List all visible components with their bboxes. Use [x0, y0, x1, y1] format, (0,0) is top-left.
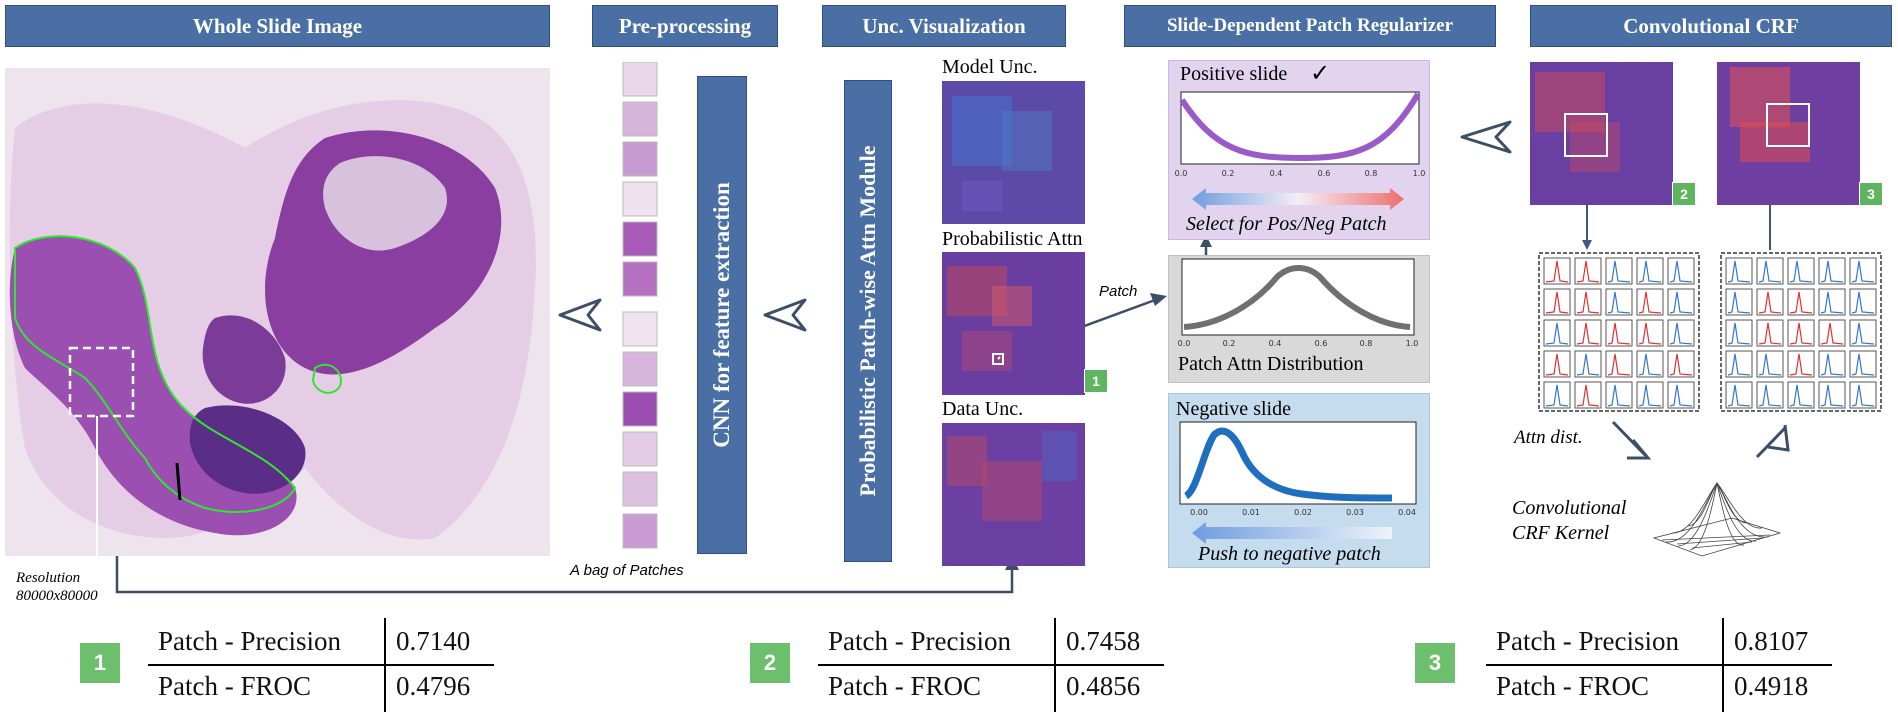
- select-pos-neg-label: Select for Pos/Neg Patch: [1186, 213, 1387, 235]
- table-3-row-1-value: 0.8107: [1734, 626, 1809, 656]
- negative-slide-plot: 0.00 0.01 0.02 0.03 0.04: [1179, 421, 1417, 517]
- patch-attn-dist-label: Patch Attn Distribution: [1178, 353, 1364, 375]
- whole-slide-image: [5, 68, 550, 556]
- table-1-badge: 1: [80, 643, 120, 683]
- model-unc-label: Model Unc.: [942, 56, 1038, 78]
- pos-neg-gradient-arrow: [1192, 188, 1404, 210]
- resolution-value: 80000x80000: [16, 588, 98, 604]
- pos-tick-2: 0.4: [1270, 169, 1283, 178]
- prob-attn-heatmap: [942, 252, 1085, 395]
- negative-xticks: 0.00 0.01 0.02 0.03 0.04: [1190, 508, 1416, 517]
- pos-tick-3: 0.6: [1318, 169, 1331, 178]
- cnn-feature-extraction: CNN for feature extraction: [697, 76, 747, 554]
- data-unc-heatmap: [942, 423, 1085, 566]
- table-1-row-2-value: 0.4796: [396, 671, 471, 701]
- table-2-column-divider: [1054, 618, 1056, 712]
- attn-dist-grid-right: [1720, 252, 1882, 412]
- bag-of-patches-label: A bag of Patches: [570, 562, 684, 579]
- table-2-row-2-value: 0.4856: [1066, 671, 1141, 701]
- neg-tick-1: 0.01: [1242, 508, 1260, 517]
- table-3-badge: 3: [1415, 643, 1455, 683]
- badge-2-crf: 2: [1672, 182, 1696, 206]
- table-3-row-1-metric: Patch - Precision: [1496, 626, 1679, 656]
- patch-xticks: 0.0 0.2 0.4 0.6 0.8 1.0: [1178, 339, 1419, 348]
- positive-xticks: 0.0 0.2 0.4 0.6 0.8 1.0: [1175, 169, 1425, 178]
- neg-tick-3: 0.03: [1346, 508, 1364, 517]
- patch-tick-4: 0.8: [1360, 339, 1373, 348]
- negative-slide-label: Negative slide: [1176, 398, 1291, 420]
- header-regularizer: Slide-Dependent Patch Regularizer: [1124, 5, 1496, 47]
- data-unc-label: Data Unc.: [942, 398, 1024, 420]
- table-1-row-1-metric: Patch - Precision: [158, 626, 341, 656]
- neg-tick-4: 0.04: [1398, 508, 1416, 517]
- header-pre-processing: Pre-processing: [592, 5, 778, 47]
- table-3-row-2-value: 0.4918: [1734, 671, 1809, 701]
- crf-kernel-label-1: Convolutional: [1512, 497, 1627, 519]
- patch-bag: [622, 61, 658, 552]
- results-table-3: Patch - Precision 0.8107 Patch - FROC 0.…: [1486, 616, 1832, 714]
- table-3-column-divider: [1722, 618, 1724, 712]
- crf-heatmap-overlays: [1535, 67, 1810, 172]
- heatmap-overlays: [947, 96, 1077, 521]
- table-1-row-2-metric: Patch - FROC: [158, 671, 312, 701]
- attn-dist-label: Attn dist.: [1514, 427, 1583, 448]
- resolution-label: Resolution: [16, 570, 81, 586]
- push-negative-arrow: [1192, 522, 1392, 544]
- push-negative-label: Push to negative patch: [1198, 543, 1381, 565]
- prob-attn-label: Probabilistic Attn: [942, 228, 1083, 250]
- badge-1-heatmap: 1: [1084, 369, 1108, 393]
- table-2-row-2-metric: Patch - FROC: [828, 671, 982, 701]
- prob-attn-module: Probabilistic Patch-wise Attn Module: [844, 80, 892, 562]
- crf-kernel-label-2: CRF Kernel: [1512, 522, 1610, 544]
- pos-tick-4: 0.8: [1365, 169, 1378, 178]
- crf-kernel-surface: [1652, 481, 1782, 557]
- results-table-2: Patch - Precision 0.7458 Patch - FROC 0.…: [818, 616, 1164, 714]
- table-2-row-1-value: 0.7458: [1066, 626, 1141, 656]
- checkmark-icon: ✓: [1310, 61, 1331, 87]
- patch-tick-3: 0.6: [1315, 339, 1328, 348]
- header-unc-visualization: Unc. Visualization: [822, 5, 1066, 47]
- pos-tick-5: 1.0: [1413, 169, 1425, 178]
- header-convolutional-crf: Convolutional CRF: [1530, 5, 1892, 47]
- badge-3-crf: 3: [1859, 182, 1883, 206]
- table-2-row-1-metric: Patch - Precision: [828, 626, 1011, 656]
- table-3-row-2-metric: Patch - FROC: [1496, 671, 1650, 701]
- patch-tick-1: 0.2: [1223, 339, 1236, 348]
- table-1-column-divider: [384, 618, 386, 712]
- attn-dist-grid-left: [1538, 252, 1700, 412]
- crf-heatmap-before: [1530, 62, 1673, 205]
- patch-tick-5: 1.0: [1406, 339, 1419, 348]
- table-2-divider: [818, 664, 1164, 666]
- patch-tick-2: 0.4: [1269, 339, 1282, 348]
- pos-tick-1: 0.2: [1222, 169, 1235, 178]
- results-table-1: Patch - Precision 0.7140 Patch - FROC 0.…: [148, 616, 494, 714]
- neg-tick-2: 0.02: [1294, 508, 1312, 517]
- header-whole-slide-image: Whole Slide Image: [5, 5, 550, 47]
- positive-slide-label: Positive slide: [1180, 63, 1288, 85]
- patch-tick-0: 0.0: [1178, 339, 1191, 348]
- pos-tick-0: 0.0: [1175, 169, 1187, 178]
- patch-attn-plot: 0.0 0.2 0.4 0.6 0.8 1.0: [1178, 258, 1419, 348]
- table-1-row-1-value: 0.7140: [396, 626, 471, 656]
- patch-label: Patch: [1099, 283, 1138, 300]
- table-1-divider: [148, 664, 494, 666]
- patch-thumbnails: [622, 61, 658, 549]
- neg-tick-0: 0.00: [1190, 508, 1208, 517]
- table-2-badge: 2: [750, 643, 790, 683]
- positive-slide-plot: 0.0 0.2 0.4 0.6 0.8 1.0: [1175, 91, 1425, 178]
- table-3-divider: [1486, 664, 1832, 666]
